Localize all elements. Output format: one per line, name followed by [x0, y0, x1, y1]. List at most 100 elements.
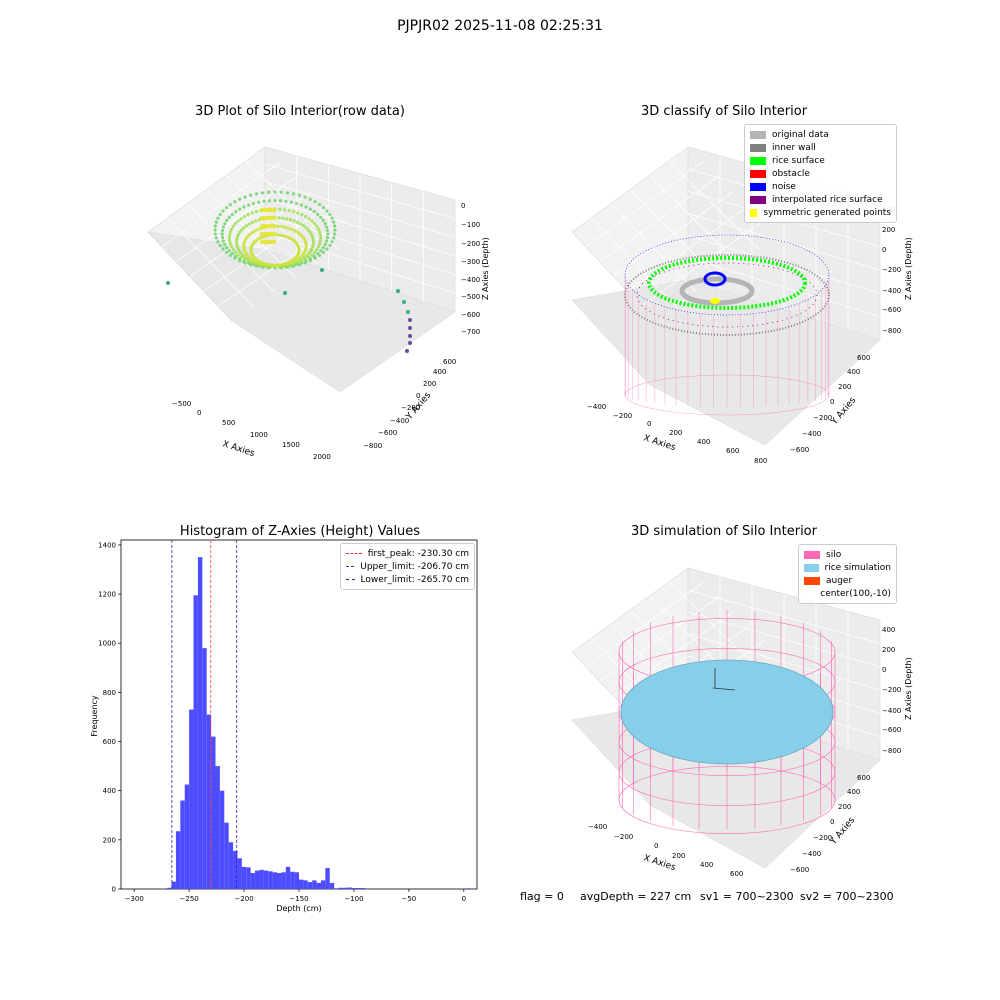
plot1-point	[332, 220, 336, 224]
plot1-point	[332, 236, 336, 240]
plot1-point	[271, 215, 277, 221]
plot1-point	[277, 216, 281, 220]
grid-line	[599, 596, 719, 682]
plot1-point	[333, 232, 337, 236]
plot1-point	[252, 229, 256, 233]
plot1-point	[270, 263, 275, 267]
plot1-z-ticks: 0 −100 −200 −300 −400 −500 −600 −700	[461, 202, 480, 336]
plot1-point	[301, 224, 306, 228]
plot1-point	[216, 216, 220, 220]
plot1-point	[248, 193, 253, 197]
plot1-point	[213, 224, 217, 228]
plot1-point	[300, 213, 304, 217]
grid-line	[264, 198, 456, 257]
plot1-points	[166, 190, 412, 353]
plot1-point	[230, 245, 234, 249]
plot1-point	[235, 235, 240, 239]
hist-bar	[272, 872, 278, 889]
plot1-point	[228, 202, 233, 207]
plot1-point	[250, 231, 254, 235]
plot2-noise-cluster	[703, 271, 727, 287]
plot1-point	[316, 227, 320, 231]
plot1-point	[244, 256, 249, 260]
plot1-point	[223, 242, 227, 246]
plot2-ztick: 0	[882, 246, 886, 254]
plot1-point	[267, 199, 272, 203]
plot1-point	[330, 240, 334, 244]
plot1-outlier-point	[408, 318, 412, 322]
plot1-point	[228, 233, 232, 237]
legend-swatch	[804, 563, 819, 572]
hist-bar	[290, 871, 295, 889]
plot1-point	[218, 212, 222, 217]
plot4-legend: silo rice simulation auger center(100,-1…	[798, 544, 897, 604]
plot1-point	[325, 228, 330, 233]
hist-bar	[193, 595, 198, 889]
plot1-point	[299, 203, 303, 207]
plot1-point	[221, 239, 225, 243]
plot1-point	[267, 190, 271, 194]
legend-item-noise: noise	[750, 180, 891, 193]
plot1-point	[301, 256, 306, 260]
legend-swatch	[750, 169, 766, 178]
plot1-point	[271, 207, 277, 213]
hist-bar	[466, 888, 471, 889]
plot1-outlier-point	[396, 289, 400, 293]
plot1-point	[278, 233, 282, 237]
hist-xtick-label: −50	[401, 895, 416, 903]
plot1-point	[240, 252, 244, 256]
hist-bar	[233, 850, 238, 889]
plot4-ztick: −400	[882, 707, 901, 715]
hist-bars	[167, 557, 471, 889]
hist-x-axis: −300 −250 −200 −150 −100 −50 0	[125, 889, 466, 903]
plot4-ztick: 400	[882, 626, 895, 634]
grid-line	[175, 176, 297, 262]
plot1-xtick: 0	[197, 409, 201, 417]
plot1-point	[294, 201, 299, 206]
plot2-inner-wall	[624, 254, 830, 336]
hist-frame	[120, 539, 478, 890]
plot1-point	[254, 192, 259, 196]
legend-swatch	[804, 576, 820, 585]
legend-swatch	[804, 550, 820, 559]
plot4-auger-line	[712, 687, 736, 691]
legend-item-silo: silo	[804, 548, 891, 561]
plot3-title: Histogram of Z-Axies (Height) Values	[179, 524, 421, 539]
plot1-point	[242, 254, 246, 258]
grid-line	[585, 161, 704, 248]
plot2-xtick: 800	[754, 457, 767, 465]
legend-swatch	[750, 130, 766, 139]
plot1-point	[238, 207, 242, 211]
hist-bar	[299, 879, 304, 889]
hist-bar	[268, 871, 273, 889]
plot1-point	[234, 210, 238, 214]
plot1-outlier-point	[408, 326, 412, 330]
plot1-xtick: 500	[222, 419, 235, 427]
plot1-point	[325, 225, 329, 229]
legend-label: auger	[826, 575, 853, 586]
plot2-ztick: −600	[882, 306, 901, 314]
plot1-point	[221, 225, 225, 229]
plot1-point	[213, 232, 217, 236]
hist-bar	[303, 880, 308, 889]
hist-bar	[180, 800, 185, 889]
grid-line	[264, 215, 456, 276]
hist-bar	[246, 867, 251, 889]
avg-depth-text: avgDepth = 227 cm	[580, 890, 692, 903]
plot1-point	[328, 212, 332, 217]
plot1-point	[295, 220, 300, 224]
plot1-point	[236, 232, 241, 237]
plot1-point	[297, 193, 302, 197]
plot1-point	[218, 243, 222, 248]
plot1-point	[315, 248, 319, 252]
plot1-point	[318, 230, 322, 234]
plot1-point	[225, 246, 229, 250]
plot1-panes	[147, 146, 456, 393]
plot4-ztick: 0	[882, 666, 886, 674]
grid-line	[264, 180, 456, 238]
plot1-point	[310, 219, 314, 223]
plot1-outlier-point	[408, 341, 412, 345]
plot1-point	[323, 222, 327, 226]
legend-label: rice simulation	[824, 562, 891, 573]
